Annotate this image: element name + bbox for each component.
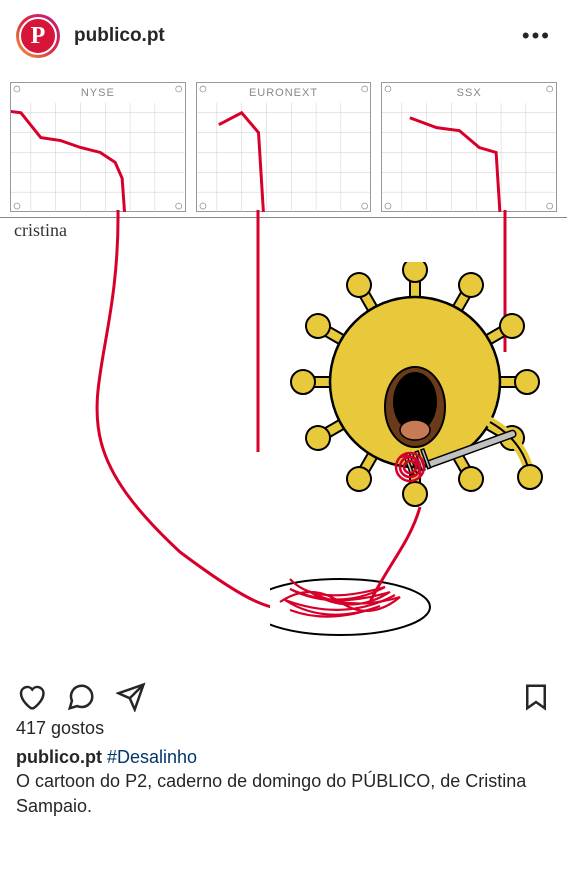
likes-count[interactable]: 417 gostos: [0, 718, 567, 745]
comment-icon[interactable]: [66, 682, 96, 712]
chart-euronext: EURONEXT: [196, 82, 372, 212]
caption-username[interactable]: publico.pt: [16, 747, 102, 767]
action-bar: [0, 672, 567, 718]
post-header: P publico.pt •••: [0, 0, 567, 72]
artist-signature: cristina: [14, 220, 67, 241]
instagram-post: P publico.pt ••• NYSE EURONEXT: [0, 0, 567, 834]
save-icon[interactable]: [521, 682, 551, 712]
caption-hashtag[interactable]: #Desalinho: [107, 747, 197, 767]
more-options-icon[interactable]: •••: [522, 23, 551, 49]
avatar-story-ring[interactable]: P: [16, 14, 60, 58]
caption-body: O cartoon do P2, caderno de domingo do P…: [16, 771, 526, 815]
virus-cartoon: [270, 262, 550, 667]
caption: publico.pt #Desalinho O cartoon do P2, c…: [0, 745, 567, 834]
share-icon[interactable]: [116, 682, 146, 712]
like-icon[interactable]: [16, 682, 46, 712]
chart-nyse: NYSE: [10, 82, 186, 212]
divider: [0, 217, 567, 218]
chart-ssx: SSX: [381, 82, 557, 212]
post-image[interactable]: NYSE EURONEXT: [0, 72, 567, 672]
header-username[interactable]: publico.pt: [74, 25, 522, 47]
avatar[interactable]: P: [19, 17, 57, 55]
charts-row: NYSE EURONEXT: [0, 82, 567, 212]
